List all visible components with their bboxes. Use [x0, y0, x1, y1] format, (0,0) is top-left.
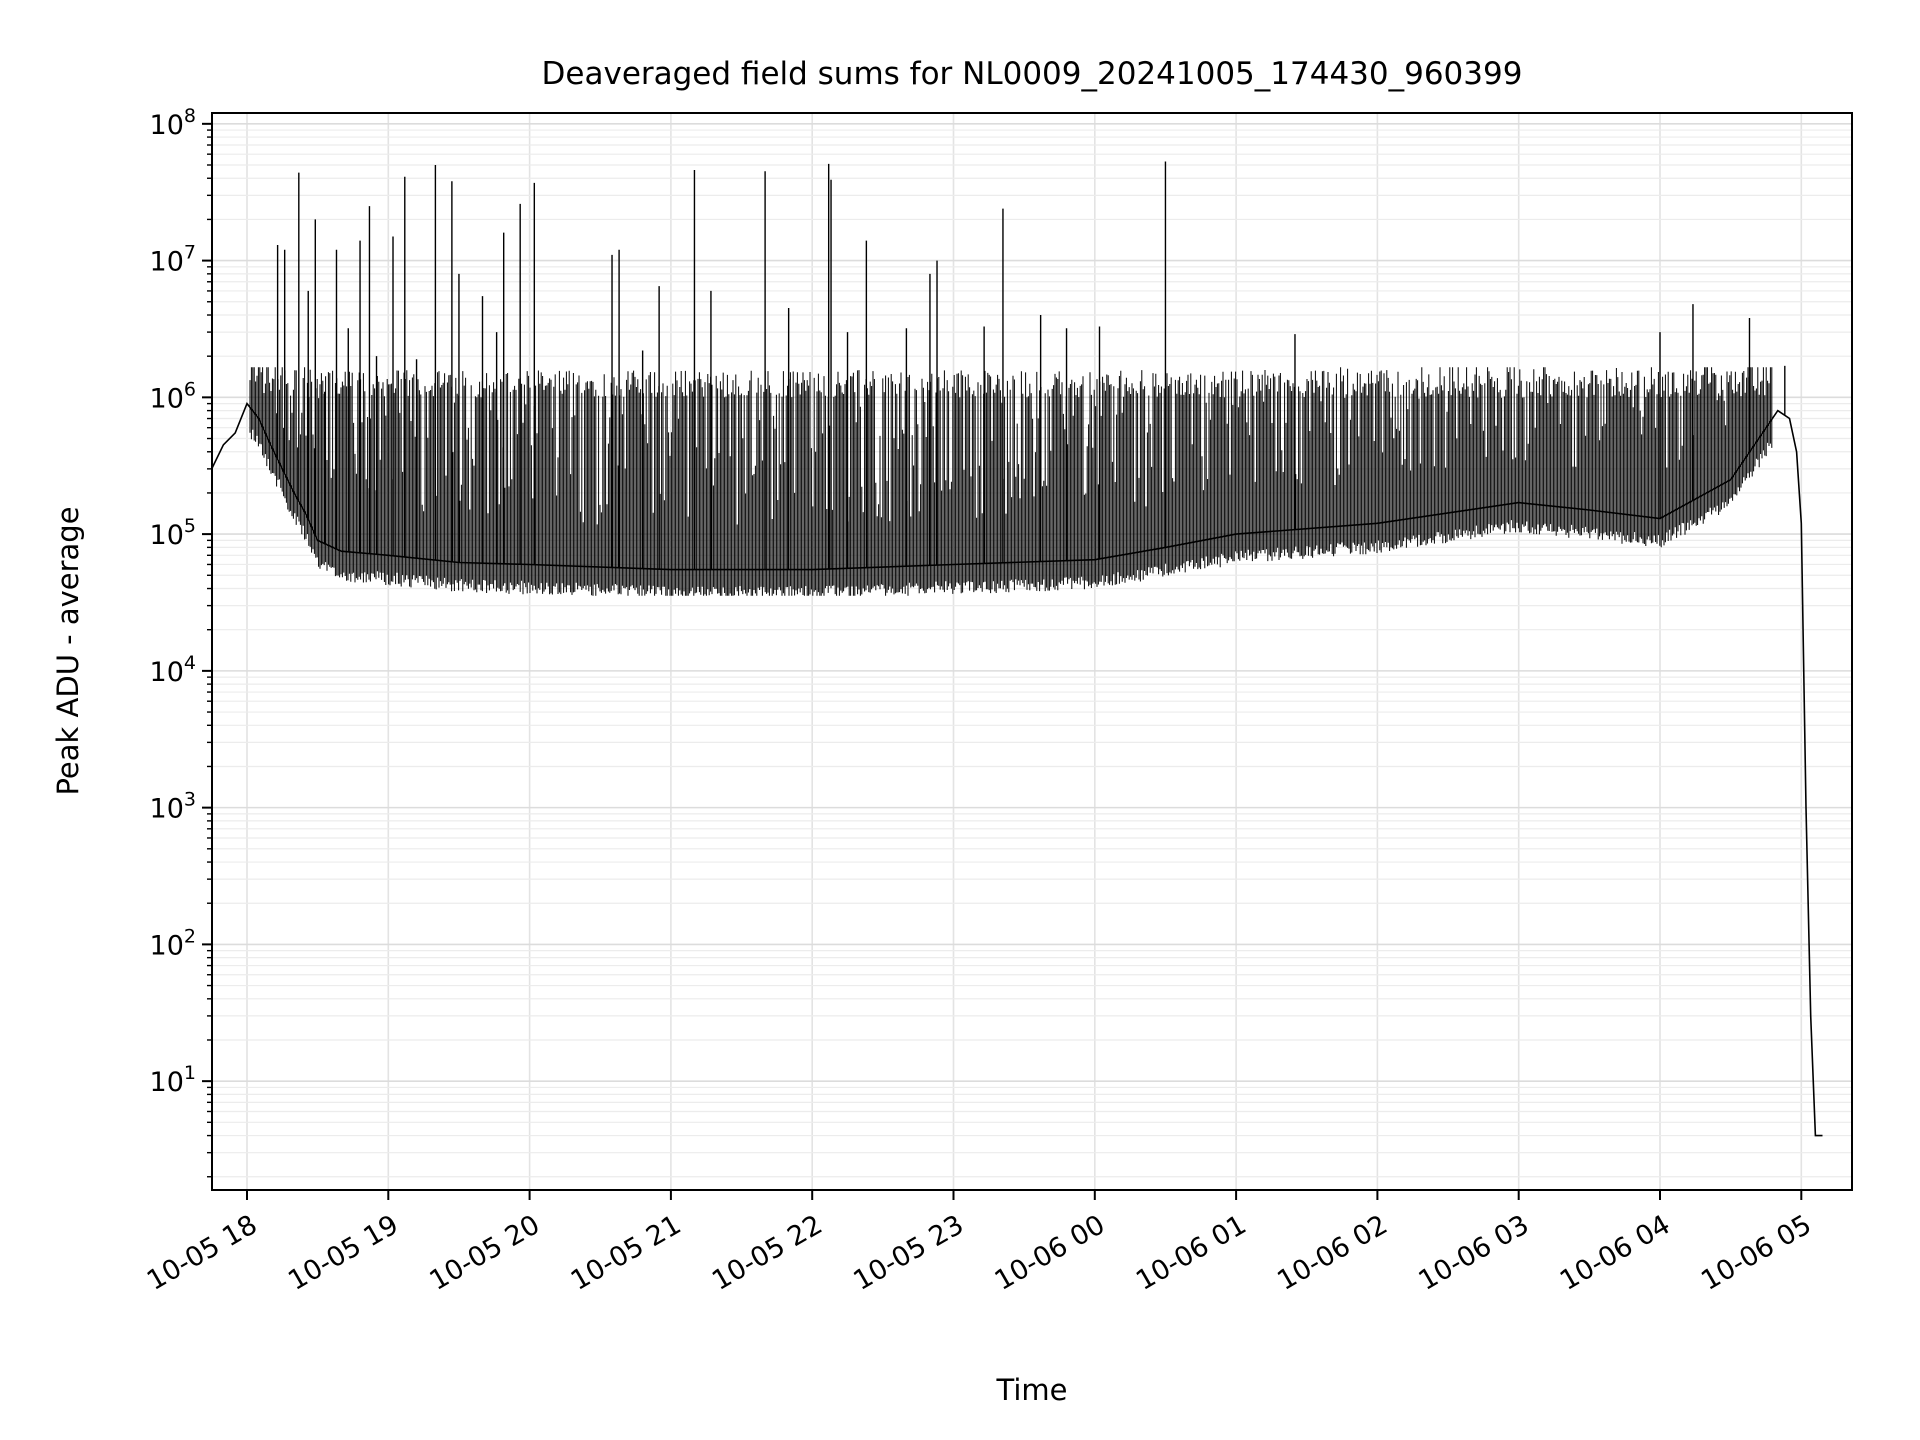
spike-layer: [276, 161, 1786, 570]
series-line: [210, 402, 1823, 1137]
y-axis: 101 102 103 104 105 106 107 108: [150, 105, 212, 1178]
y-tick-label: 103: [150, 789, 196, 825]
y-tick-label: 102: [150, 925, 196, 961]
x-axis-label: Time: [996, 1373, 1068, 1407]
y-tick-label: 106: [150, 378, 196, 414]
y-tick-label: 105: [150, 515, 196, 551]
series-layer: [210, 402, 1823, 1137]
y-tick-label: 101: [150, 1062, 196, 1098]
y-tick-label: 104: [150, 652, 196, 688]
chart-title: Deaveraged field sums for NL0009_2024100…: [542, 56, 1523, 92]
y-tick-label: 108: [150, 105, 196, 141]
y-axis-label: Peak ADU - average: [51, 506, 85, 795]
plot-frame: [211, 112, 1853, 1191]
y-tick-label: 107: [150, 242, 196, 278]
